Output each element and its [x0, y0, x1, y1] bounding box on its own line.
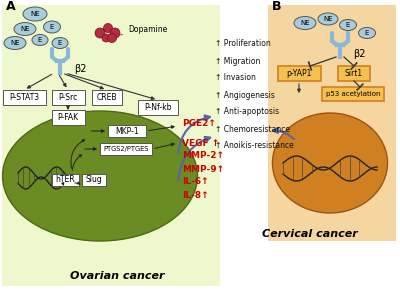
Text: IL-8↑: IL-8↑ — [182, 191, 209, 200]
Ellipse shape — [95, 28, 105, 38]
Bar — [52, 90, 85, 105]
Text: NE: NE — [20, 26, 30, 32]
Text: E: E — [38, 37, 42, 43]
Ellipse shape — [272, 113, 388, 213]
Text: p53 acetylation: p53 acetylation — [326, 91, 380, 97]
Text: E: E — [58, 40, 62, 46]
Text: ↑ Migration: ↑ Migration — [215, 56, 260, 65]
Text: P-Src: P-Src — [58, 93, 78, 102]
Text: NE: NE — [323, 16, 333, 22]
Ellipse shape — [340, 19, 356, 31]
Text: Sirt1: Sirt1 — [345, 70, 363, 79]
Text: E: E — [365, 30, 369, 36]
Text: VEGF ↑: VEGF ↑ — [182, 139, 219, 148]
Text: Dopamine: Dopamine — [110, 24, 167, 38]
Bar — [52, 110, 85, 125]
Text: PGE2↑: PGE2↑ — [182, 118, 216, 127]
Bar — [138, 100, 178, 115]
Bar — [2, 5, 220, 286]
Bar — [268, 5, 396, 241]
Text: ↑ Invasion: ↑ Invasion — [215, 74, 256, 83]
Text: MKP-1: MKP-1 — [115, 127, 139, 136]
Text: Slug: Slug — [86, 175, 102, 184]
Text: P-Nf-kb: P-Nf-kb — [144, 104, 172, 113]
Bar — [100, 143, 152, 155]
Text: ↑ Anoikis-resistance: ↑ Anoikis-resistance — [215, 141, 294, 150]
Text: NE: NE — [10, 40, 20, 46]
Ellipse shape — [102, 34, 110, 42]
Text: Ovarian cancer: Ovarian cancer — [70, 271, 164, 281]
Bar — [278, 66, 321, 81]
Text: A: A — [6, 1, 16, 13]
Bar — [108, 125, 146, 137]
Text: NE: NE — [30, 11, 40, 17]
Text: P-FAK: P-FAK — [58, 113, 78, 123]
Text: Cervical cancer: Cervical cancer — [262, 229, 358, 239]
Ellipse shape — [318, 13, 338, 25]
Text: β2: β2 — [74, 64, 86, 74]
Bar — [92, 90, 122, 105]
Bar — [338, 66, 370, 81]
Text: ↑ Angiogenesis: ↑ Angiogenesis — [215, 91, 275, 100]
Text: β2: β2 — [353, 49, 366, 59]
Ellipse shape — [294, 17, 316, 29]
Text: NE: NE — [300, 20, 310, 26]
Ellipse shape — [44, 21, 60, 33]
Bar — [322, 87, 384, 101]
Ellipse shape — [32, 35, 48, 45]
Text: p-YAP1: p-YAP1 — [286, 70, 312, 79]
Ellipse shape — [104, 24, 112, 33]
Text: P-STAT3: P-STAT3 — [9, 93, 39, 102]
Text: MMP-2↑: MMP-2↑ — [182, 152, 224, 161]
Text: B: B — [272, 1, 282, 13]
Text: ↑ Anti-apoptosis: ↑ Anti-apoptosis — [215, 107, 279, 116]
Ellipse shape — [4, 36, 26, 49]
Text: hTER: hTER — [55, 175, 75, 184]
Text: IL-6↑: IL-6↑ — [182, 178, 209, 187]
Ellipse shape — [23, 7, 47, 21]
Ellipse shape — [2, 111, 198, 241]
Ellipse shape — [358, 28, 376, 38]
Bar — [82, 174, 106, 186]
Ellipse shape — [110, 28, 120, 38]
Text: ↑ Proliferation: ↑ Proliferation — [215, 40, 271, 49]
Text: ↑ Chemoresistance: ↑ Chemoresistance — [215, 125, 290, 134]
Text: PTGS2/PTGES: PTGS2/PTGES — [103, 146, 149, 152]
Bar — [52, 174, 79, 186]
Ellipse shape — [14, 22, 36, 36]
Text: CREB: CREB — [97, 93, 117, 102]
Text: MMP-9↑: MMP-9↑ — [182, 164, 224, 173]
Bar — [3, 90, 46, 105]
Ellipse shape — [108, 33, 116, 42]
Text: E: E — [50, 24, 54, 30]
Ellipse shape — [52, 38, 68, 49]
Text: E: E — [346, 22, 350, 28]
